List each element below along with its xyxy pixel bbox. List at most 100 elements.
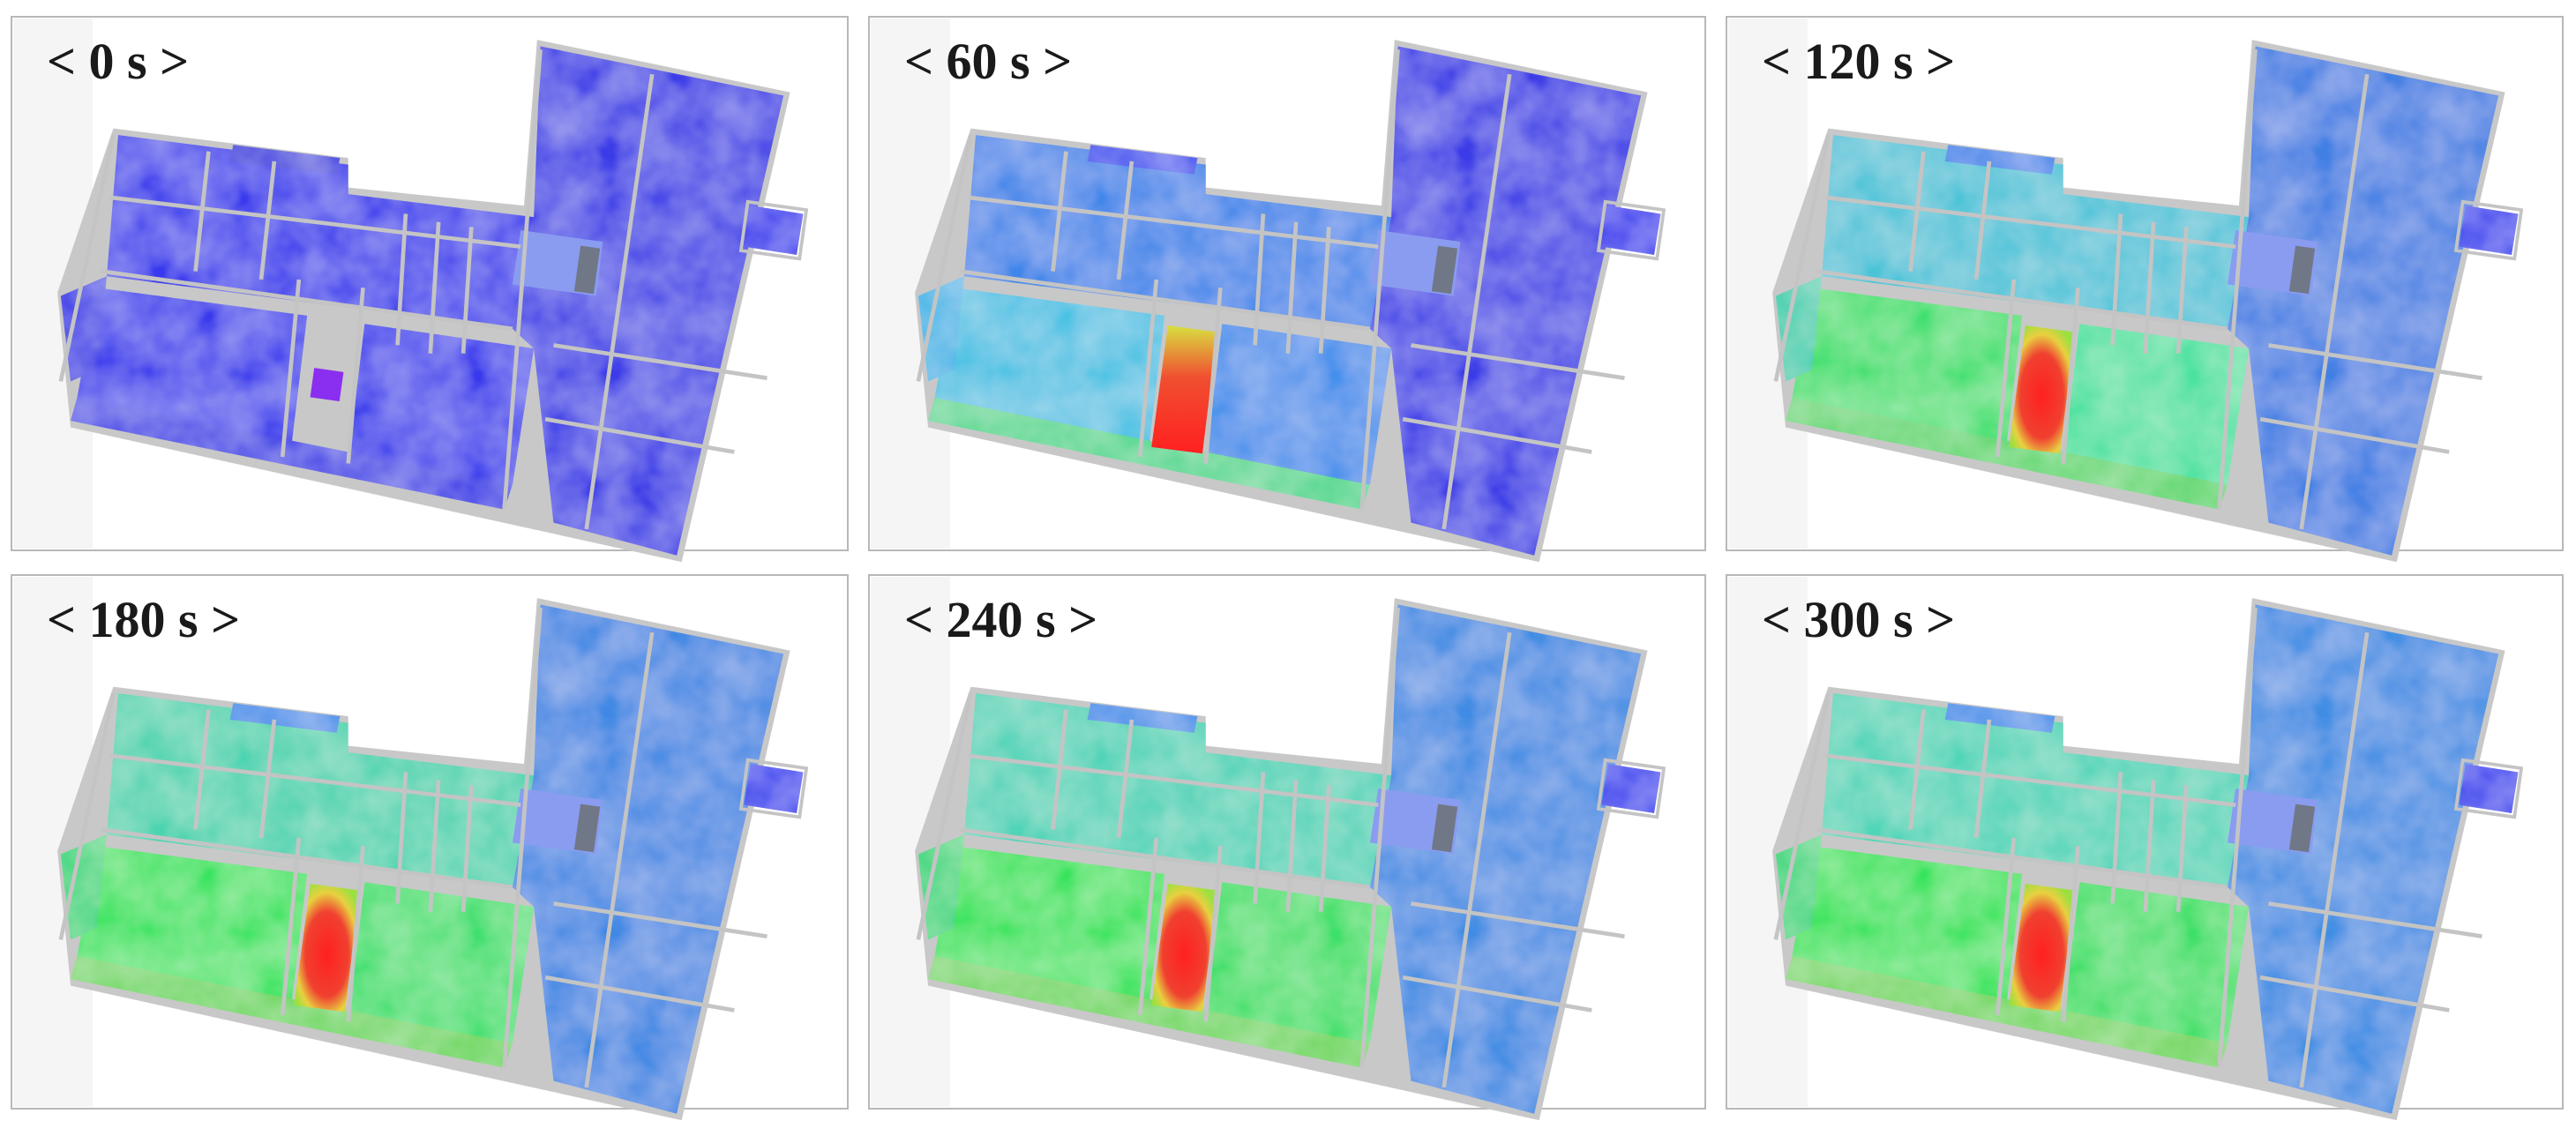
zone-lowR [348, 882, 535, 1043]
zone-strip [71, 955, 513, 1068]
wall [1442, 73, 1512, 530]
zone-fire [294, 884, 360, 1013]
zone-right [512, 46, 784, 556]
zone-lowR [1205, 882, 1392, 1043]
floor-plan [915, 598, 1666, 1121]
zone-wing [963, 693, 1392, 887]
zone-right [512, 604, 784, 1114]
wall [428, 221, 441, 354]
zone-wing [106, 693, 535, 887]
panel: < 60 s > [868, 16, 1706, 563]
wall [1908, 709, 1926, 830]
wall [916, 692, 973, 940]
zone-tabs [1087, 145, 1198, 175]
wall [1318, 227, 1331, 354]
wall [1359, 49, 1400, 510]
panel-label: < 0 s > [47, 33, 189, 90]
zone-strip [928, 397, 1370, 510]
wall [2259, 975, 2450, 1013]
stair-block [2288, 803, 2316, 853]
wall [1318, 785, 1331, 912]
panel: < 300 s > [1726, 574, 2564, 1121]
zone-annex [744, 206, 804, 255]
wall [584, 631, 655, 1088]
wall [2217, 49, 2258, 510]
zone-right [2227, 604, 2499, 1114]
zone-leftcap [917, 276, 964, 382]
wall [1051, 709, 1068, 830]
panel-label: < 180 s > [47, 591, 240, 648]
wall [428, 780, 441, 912]
wall [2175, 785, 2189, 912]
panel: < 120 s > [1726, 16, 2564, 563]
zone-lowR [2063, 324, 2250, 485]
wall [967, 753, 1379, 807]
wall [1402, 416, 1592, 454]
zone-right [1369, 46, 1642, 556]
wall [461, 227, 474, 354]
wall [553, 343, 768, 380]
zone-tabs [1944, 703, 2056, 733]
wall [1411, 343, 1625, 380]
wall [1137, 837, 1159, 1016]
wall [502, 608, 543, 1068]
zone-tabs [229, 703, 341, 733]
wall [2217, 608, 2258, 1068]
annex-frame [738, 199, 809, 261]
wall [584, 73, 655, 530]
annex-frame [1596, 199, 1666, 261]
zone-annex [1601, 206, 1661, 255]
annex-frame [2453, 758, 2524, 819]
wall [395, 213, 408, 346]
zone-tabs [1944, 145, 2056, 175]
wall [1995, 837, 2017, 1016]
wall [101, 269, 513, 332]
floor-plan [57, 40, 809, 563]
zone-leftcap [60, 834, 107, 940]
wall [959, 269, 1371, 332]
zone-leftcap [60, 276, 107, 382]
zone-tabs [229, 145, 341, 175]
panel-label: < 120 s > [1762, 33, 1955, 90]
floor-plan [57, 598, 809, 1121]
stair-block [1431, 803, 1458, 853]
zone-wing [1821, 135, 2250, 329]
wall [109, 753, 521, 807]
zone-strip [71, 397, 513, 510]
wall [544, 975, 735, 1013]
wall [1402, 975, 1592, 1013]
wall [1411, 901, 1625, 938]
panel-label: < 300 s > [1762, 591, 1955, 648]
wall [1824, 753, 2236, 807]
wall [2299, 631, 2370, 1088]
wall [916, 134, 973, 382]
panel: < 240 s > [868, 574, 1706, 1121]
wall [1253, 772, 1266, 904]
wall [193, 709, 211, 830]
wall [1773, 692, 1831, 940]
annex-frame [1596, 758, 1666, 819]
zone-wing [1821, 693, 2250, 887]
wall [1285, 221, 1299, 354]
zone-lowR [348, 324, 535, 485]
annex-frame [2453, 199, 2524, 261]
wall [193, 151, 211, 272]
zone-fire [2009, 884, 2075, 1013]
stair-block [1431, 245, 1458, 295]
wall [2143, 221, 2156, 354]
wall [1973, 161, 1992, 280]
wall [1824, 195, 2236, 249]
zone-strip [1786, 397, 2228, 510]
fire-source [310, 368, 344, 402]
wall [58, 134, 116, 382]
wall [280, 279, 302, 458]
floor-plan [1772, 598, 2524, 1121]
wall [544, 416, 735, 454]
wall [967, 195, 1379, 249]
wall [2268, 343, 2482, 380]
wall [2110, 213, 2123, 346]
zone-wing [106, 135, 535, 329]
wall [1816, 269, 2228, 332]
zone-strip [1786, 955, 2228, 1068]
wall [2175, 227, 2189, 354]
